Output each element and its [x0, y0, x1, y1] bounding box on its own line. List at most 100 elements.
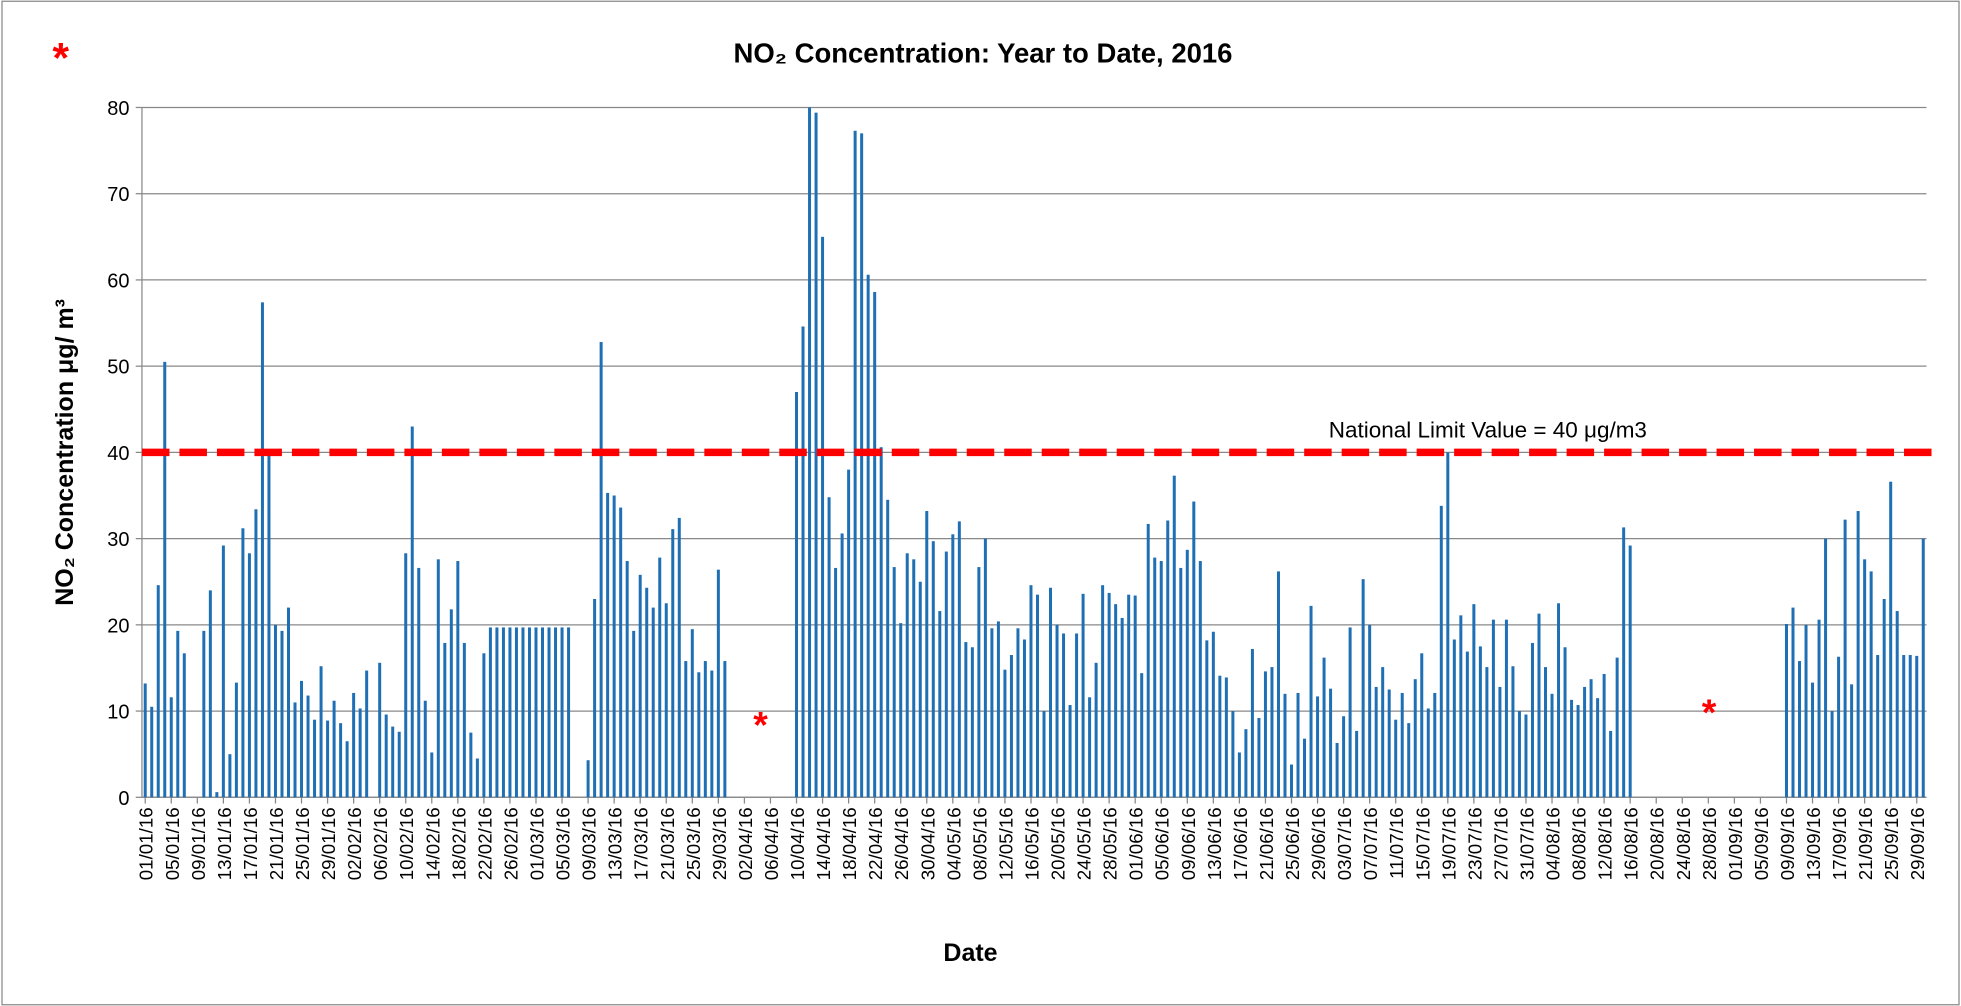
- bar: [1062, 633, 1066, 798]
- bar: [1224, 677, 1228, 798]
- bar: [300, 680, 304, 798]
- bar: [208, 590, 212, 798]
- bar: [404, 553, 408, 798]
- bar: [488, 627, 492, 798]
- bar: [834, 567, 838, 798]
- x-tick-label: 05/09/16: [1751, 807, 1772, 880]
- bar: [1159, 561, 1163, 798]
- x-tick-label: 09/09/16: [1777, 807, 1798, 880]
- y-tick-label: 10: [107, 702, 129, 724]
- bar: [879, 447, 883, 798]
- bar: [1335, 742, 1339, 798]
- bar: [944, 551, 948, 798]
- x-tick-label: 17/09/16: [1829, 807, 1850, 880]
- bar: [1192, 501, 1196, 798]
- bar: [1250, 648, 1254, 798]
- bar: [228, 754, 232, 798]
- bar: [176, 630, 180, 798]
- bar: [306, 695, 310, 798]
- x-tick-label: 01/03/16: [526, 807, 547, 880]
- bar: [905, 553, 909, 798]
- bar: [1459, 615, 1463, 798]
- bar: [1850, 684, 1854, 798]
- bar: [319, 666, 323, 798]
- y-tick-label: 30: [107, 529, 129, 551]
- bar: [1211, 631, 1215, 798]
- bar: [1009, 655, 1013, 798]
- bar: [1485, 667, 1489, 798]
- x-tick-label: 28/05/16: [1100, 807, 1121, 880]
- x-tick-label: 14/04/16: [813, 807, 834, 880]
- bar: [1824, 538, 1828, 798]
- x-tick-label: 09/01/16: [188, 807, 209, 880]
- bar: [1517, 711, 1521, 798]
- bar: [280, 630, 284, 798]
- bar: [586, 760, 590, 798]
- x-tick-label: 19/07/16: [1438, 807, 1459, 880]
- bar: [1889, 481, 1893, 798]
- y-tick-label: 70: [107, 184, 129, 206]
- x-tick-label: 29/09/16: [1907, 807, 1928, 880]
- x-tick-label: 28/08/16: [1699, 807, 1720, 880]
- bar: [1198, 561, 1202, 798]
- x-tick-label: 18/04/16: [839, 807, 860, 880]
- bar: [521, 627, 525, 798]
- bar: [1283, 693, 1287, 798]
- bar: [1491, 619, 1495, 798]
- bar: [1049, 587, 1053, 798]
- bar: [625, 561, 629, 798]
- x-tick-label: 02/02/16: [344, 807, 365, 880]
- bar: [1446, 452, 1450, 798]
- bar: [547, 627, 551, 798]
- bar: [658, 557, 662, 798]
- bar: [1563, 647, 1567, 798]
- x-tick-label: 08/05/16: [969, 807, 990, 880]
- x-tick-label: 08/08/16: [1569, 807, 1590, 880]
- bar: [983, 538, 987, 798]
- bar: [651, 607, 655, 798]
- x-tick-label: 09/06/16: [1178, 807, 1199, 880]
- bar: [1133, 595, 1137, 798]
- bar: [234, 682, 238, 798]
- bar: [1127, 594, 1131, 798]
- bar: [293, 702, 297, 798]
- bar: [951, 534, 955, 798]
- bar: [716, 569, 720, 798]
- bar: [1602, 673, 1606, 798]
- bar: [1055, 624, 1059, 798]
- bar: [1218, 675, 1222, 798]
- bar: [593, 598, 597, 798]
- x-tick-label: 14/02/16: [422, 807, 443, 880]
- bar: [808, 107, 812, 798]
- bar: [541, 627, 545, 798]
- x-tick-label: 29/03/16: [709, 807, 730, 880]
- x-tick-label: 21/03/16: [657, 807, 678, 880]
- bar: [169, 697, 173, 798]
- bar: [1452, 639, 1456, 798]
- asterisk-marker: *: [52, 35, 69, 82]
- bar: [469, 732, 473, 798]
- bar: [527, 627, 531, 798]
- bar: [567, 627, 571, 798]
- bar: [254, 509, 258, 798]
- bar: [241, 528, 245, 798]
- bar: [1811, 682, 1815, 798]
- bar: [508, 627, 512, 798]
- bar: [664, 603, 668, 798]
- bar: [449, 609, 453, 798]
- bar: [1472, 604, 1476, 798]
- bar: [1120, 617, 1124, 798]
- bar: [339, 723, 343, 798]
- y-tick-label: 80: [107, 98, 129, 120]
- bar: [684, 661, 688, 798]
- bar: [1316, 696, 1320, 798]
- x-tick-label: 13/06/16: [1204, 807, 1225, 880]
- bar: [645, 587, 649, 798]
- bar: [423, 700, 427, 798]
- bar: [1908, 655, 1912, 798]
- y-tick-label: 50: [107, 357, 129, 379]
- bar: [710, 670, 714, 798]
- bar: [873, 292, 877, 798]
- x-tick-label: 26/04/16: [891, 807, 912, 880]
